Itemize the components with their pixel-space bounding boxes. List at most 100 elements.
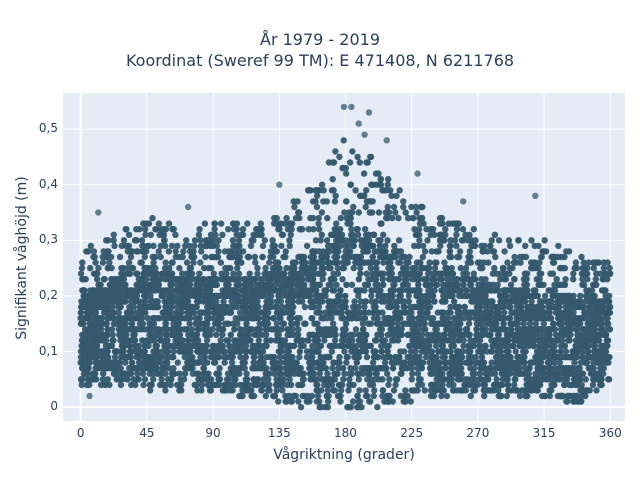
data-point [223, 281, 230, 288]
data-point [90, 248, 98, 255]
data-point [597, 365, 604, 372]
data-point [395, 276, 402, 283]
data-point [100, 276, 108, 283]
data-point [231, 326, 238, 333]
data-point [287, 381, 295, 389]
data-point [353, 348, 360, 355]
data-point [152, 226, 160, 233]
data-point [295, 398, 302, 405]
data-point [497, 276, 504, 283]
data-point [248, 309, 255, 316]
data-point [127, 298, 135, 305]
data-point [368, 292, 375, 300]
data-point [203, 337, 211, 344]
data-point [293, 337, 300, 344]
data-point [259, 359, 266, 366]
data-point [355, 276, 363, 283]
data-point [335, 392, 342, 400]
data-point [254, 264, 261, 272]
data-point [212, 381, 220, 389]
data-point [558, 392, 566, 400]
data-point [348, 231, 355, 238]
data-point [511, 381, 518, 389]
data-point [602, 292, 609, 300]
data-point [111, 359, 119, 366]
data-point [376, 242, 384, 250]
data-point [127, 253, 135, 261]
data-point [392, 209, 399, 216]
data-point [316, 370, 323, 377]
data-point [201, 353, 208, 361]
data-point [177, 376, 184, 383]
data-point [337, 287, 344, 294]
data-point [354, 392, 361, 400]
data-point [574, 326, 581, 333]
data-point [302, 259, 309, 266]
data-point [233, 231, 240, 238]
data-point [277, 342, 284, 350]
data-point [253, 342, 260, 350]
data-point [412, 348, 419, 355]
data-point [332, 148, 339, 155]
data-point [449, 270, 457, 277]
data-point [305, 337, 312, 344]
data-point [416, 309, 424, 316]
data-point [427, 281, 434, 288]
data-point [437, 242, 444, 250]
data-point [271, 248, 278, 255]
data-point [179, 337, 186, 344]
data-point [311, 281, 318, 288]
data-point [314, 387, 321, 394]
data-point [288, 220, 295, 227]
data-point [378, 348, 385, 355]
data-point [449, 365, 457, 372]
data-point [315, 348, 322, 355]
data-point [265, 376, 272, 383]
data-point [423, 309, 431, 316]
data-point [265, 370, 273, 377]
data-point [168, 376, 175, 383]
data-point [346, 159, 354, 166]
data-point [509, 264, 516, 272]
data-point [342, 292, 349, 300]
data-point [521, 281, 528, 288]
data-point [135, 342, 142, 350]
data-point [438, 342, 446, 350]
data-point [405, 298, 413, 305]
data-point [140, 365, 147, 372]
data-point [146, 353, 153, 361]
data-point [260, 309, 267, 316]
data-point [181, 303, 188, 311]
data-point [467, 281, 475, 288]
data-point [577, 387, 584, 394]
data-point [438, 392, 445, 400]
data-point [482, 276, 489, 283]
data-point [279, 231, 287, 238]
data-point [598, 381, 605, 389]
data-point [343, 170, 350, 177]
data-point [306, 359, 313, 366]
data-point [455, 348, 462, 355]
data-point [466, 248, 473, 255]
data-point [250, 237, 257, 244]
data-point [79, 376, 86, 383]
data-point [247, 242, 255, 250]
data-point [438, 214, 446, 222]
data-point [449, 292, 456, 300]
data-point [447, 242, 454, 250]
data-point [316, 270, 324, 277]
data-point [532, 287, 539, 294]
data-point [216, 365, 223, 372]
data-point [348, 370, 355, 377]
data-point [220, 298, 227, 305]
data-point [440, 292, 447, 300]
data-point [429, 292, 436, 300]
data-point [124, 376, 131, 383]
data-point [541, 392, 548, 400]
data-point [263, 381, 270, 389]
data-point [495, 309, 502, 316]
data-point [372, 170, 380, 177]
data-point [100, 248, 107, 255]
data-point [451, 237, 459, 244]
data-point [289, 326, 296, 333]
